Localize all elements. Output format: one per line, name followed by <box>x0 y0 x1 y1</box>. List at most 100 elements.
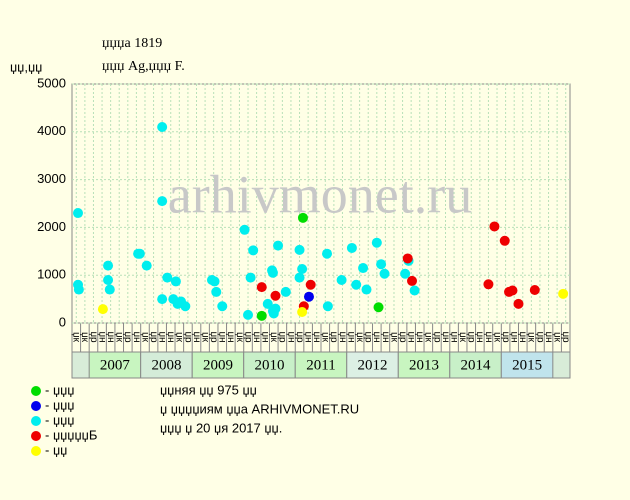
column-label: џк <box>320 332 331 343</box>
year-label: 2013 <box>409 357 439 373</box>
data-point <box>104 284 115 295</box>
column-label: џн <box>96 331 107 342</box>
column-label: џр <box>148 331 159 343</box>
column-label: џк <box>139 332 150 343</box>
data-point <box>270 290 281 301</box>
column-label: џр <box>560 331 571 343</box>
column-label: џн <box>448 331 459 342</box>
column-label: џк <box>234 332 245 343</box>
y-tick-label: 4000 <box>37 123 66 138</box>
data-point <box>262 298 273 309</box>
data-point <box>157 122 168 133</box>
column-label: џн <box>337 331 348 342</box>
column-label: џн <box>157 331 168 342</box>
y-tick-label: 2000 <box>37 219 66 234</box>
data-point <box>336 274 347 285</box>
column-label: џр <box>397 331 408 343</box>
column-label: џн <box>345 331 356 342</box>
year-band <box>449 351 502 379</box>
column-label: џн <box>414 331 425 342</box>
data-point <box>217 301 228 312</box>
column-label: џк <box>71 332 82 343</box>
legend-label: - џџџџџБ <box>45 427 97 442</box>
column-label: џк <box>491 332 502 343</box>
legend-marker <box>31 446 41 456</box>
column-label: џн <box>225 331 236 342</box>
year-label: 2012 <box>358 357 388 373</box>
column-label: џр <box>534 331 545 343</box>
data-point <box>209 276 220 287</box>
column-label: џн <box>191 331 202 342</box>
column-label: џк <box>354 332 365 343</box>
data-point <box>346 242 357 253</box>
column-label: џк <box>551 332 562 343</box>
legend-label: - џџџ <box>45 412 74 427</box>
column-label: џн <box>260 331 271 342</box>
data-point <box>297 307 308 318</box>
column-label: џр <box>500 331 511 343</box>
data-point <box>294 244 305 255</box>
column-label: џр <box>431 331 442 343</box>
column-label: џн <box>217 331 228 342</box>
column-label: џк <box>423 332 434 343</box>
y-axis-label: џџ,џџ <box>10 59 42 74</box>
year-band <box>88 351 142 379</box>
column-label: џн <box>380 331 391 342</box>
column-label: џр <box>466 331 477 343</box>
column-label: џн <box>251 331 262 342</box>
data-point <box>73 208 84 219</box>
year-band <box>346 351 399 379</box>
data-point <box>529 285 540 296</box>
data-point <box>305 279 316 290</box>
column-label: џн <box>517 331 528 342</box>
column-label: џн <box>474 331 485 342</box>
data-point <box>239 224 250 235</box>
data-point <box>303 291 314 302</box>
year-band <box>243 351 296 379</box>
data-point <box>379 268 390 279</box>
data-point <box>211 286 222 297</box>
data-point <box>409 285 420 296</box>
note: џ џџџџиям џџа ARHIVMONET.RU <box>160 401 359 416</box>
column-label: џк <box>114 332 125 343</box>
column-label: џр <box>88 331 99 343</box>
data-point <box>297 212 308 223</box>
column-label: џр <box>208 331 219 343</box>
data-point <box>256 282 267 293</box>
data-point <box>358 263 369 274</box>
column-label: џн <box>509 331 520 342</box>
column-label: џр <box>182 331 193 343</box>
data-point <box>103 274 114 285</box>
column-label: џк <box>79 332 90 343</box>
data-point <box>351 279 362 290</box>
year-label: 2015 <box>512 357 542 373</box>
column-label: џн <box>302 331 313 342</box>
data-point <box>267 267 278 278</box>
note: џџџ џ 20 џя 2017 џџ. <box>160 420 282 435</box>
column-label: џр <box>294 331 305 343</box>
legend-label: - џџџ <box>45 382 74 397</box>
data-point <box>270 303 281 314</box>
year-band <box>397 351 451 379</box>
note: џџняя џџ 975 џџ <box>160 382 257 397</box>
data-point <box>280 286 291 297</box>
data-point <box>162 272 173 283</box>
watermark: arhivmonet.ru <box>168 164 472 224</box>
chart-subtitle: џџџ Ag,џџџ F. <box>102 59 185 74</box>
legend-marker <box>31 401 41 411</box>
column-label: џк <box>526 332 537 343</box>
column-label: џн <box>440 331 451 342</box>
y-tick-label: 1000 <box>37 267 66 282</box>
data-point <box>245 272 256 283</box>
year-label: 2010 <box>254 357 284 373</box>
data-point <box>170 276 181 287</box>
data-point <box>376 259 387 270</box>
data-point <box>243 309 254 320</box>
data-point <box>507 285 518 296</box>
data-point <box>373 302 384 313</box>
data-point <box>134 248 145 259</box>
data-point <box>371 237 382 248</box>
column-label: џн <box>543 331 554 342</box>
data-point <box>407 275 418 286</box>
data-point <box>180 301 191 312</box>
